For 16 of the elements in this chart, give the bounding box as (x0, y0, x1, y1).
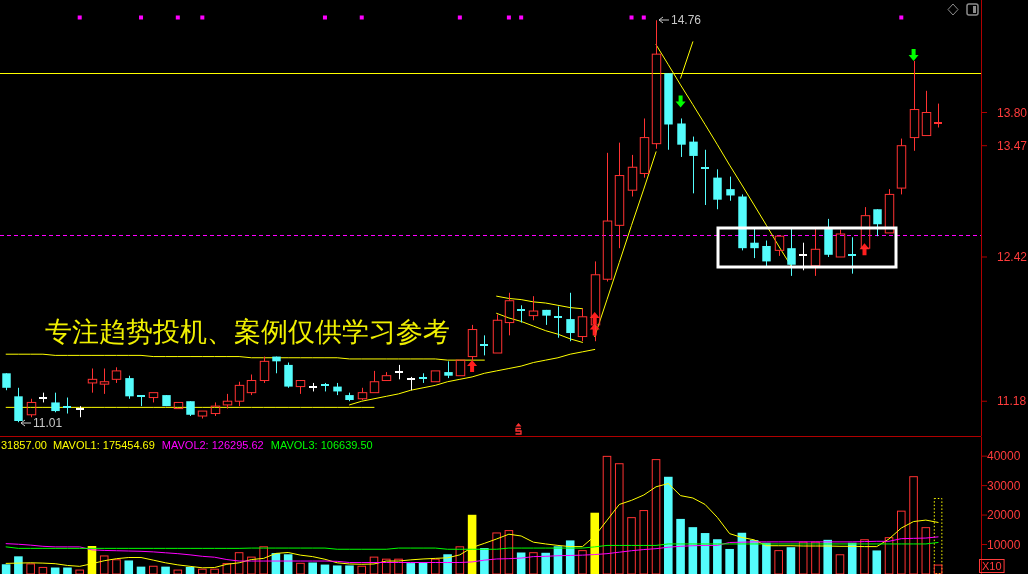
y-tick-label: 13.80 (997, 105, 1028, 120)
y-tick-label: 13.47 (997, 138, 1028, 153)
y-tick-label: 10000 (987, 537, 1021, 552)
annotation: 31857.00 (1, 439, 47, 451)
y-tick-label: 30000 (987, 478, 1021, 493)
y-tick-label: 40000 (987, 449, 1021, 464)
y-tick-label: 20000 (987, 508, 1021, 523)
text: MAVOL2: 126295.62 (161, 439, 264, 451)
text: X10 (982, 560, 1002, 572)
annotation: 专注趋势投机、案例仅供学习参考 (45, 317, 450, 347)
text: MAVOL3: 106639.50 (270, 439, 373, 451)
y-tick-label: 12.42 (997, 249, 1028, 264)
text: MAVOL1: 175454.69 (52, 439, 155, 451)
y-tick-label: 11.18 (997, 394, 1027, 409)
annotation: 11.01 (33, 416, 63, 430)
annotation: 14.76 (671, 13, 702, 27)
